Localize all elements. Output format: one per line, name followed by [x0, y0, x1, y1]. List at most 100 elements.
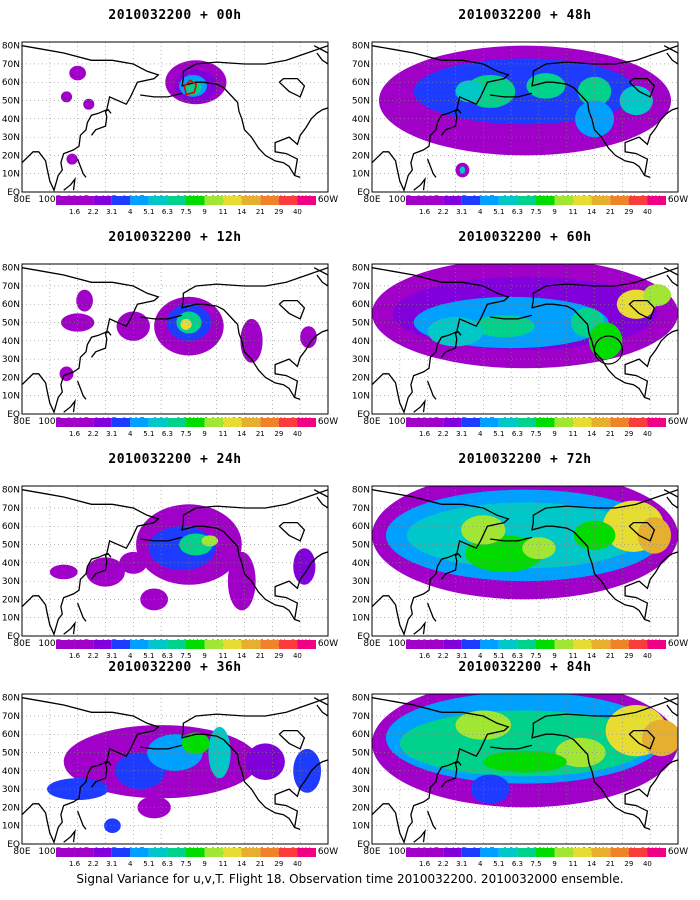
panel-title: 2010032200 + 60h: [458, 230, 592, 245]
variance-contour: [227, 551, 256, 611]
colorbar: 1.6 2.2 3.1 4 5.1 6.3 7.5 9 11 14 21 29 40: [406, 848, 666, 868]
latitude-label: 70N: [2, 712, 20, 722]
colorbar-swatch: [536, 418, 555, 427]
coastlines: [372, 267, 678, 414]
colorbar-swatch: [223, 848, 242, 857]
variance-contour: [470, 774, 510, 804]
latitude-label: 80N: [352, 486, 370, 496]
colorbar-swatch: [461, 848, 481, 857]
colorbar-swatch: [186, 418, 205, 427]
colorbar-swatch: [628, 640, 648, 649]
colorbar-swatch: [443, 848, 462, 857]
colorbar-swatch: [406, 196, 425, 205]
variance-field: [372, 264, 678, 369]
colorbar-swatch: [148, 196, 168, 205]
coastline: [22, 267, 160, 414]
colorbar-swatch: [297, 418, 316, 427]
colorbar-swatch: [647, 196, 666, 205]
colorbar-swatch: [204, 640, 224, 649]
coastline: [278, 299, 306, 320]
colorbar-swatch: [443, 418, 462, 427]
colorbar-label: 9: [202, 652, 206, 660]
map-panel-72h: 2010032200 + 72h 80N 70N 60N 50N 40N 30N 20N 10…: [350, 444, 700, 666]
coastline: [90, 760, 112, 788]
colorbar-label: 1.6: [69, 860, 81, 868]
colorbar-label: 4: [128, 208, 133, 216]
variance-contour: [459, 166, 466, 174]
longitude-label: 60W: [318, 847, 338, 857]
colorbar-label: 5.1: [143, 652, 154, 660]
longitude-label: 80E: [363, 195, 380, 205]
colorbar-swatch: [278, 848, 298, 857]
colorbar-label: 1.6: [419, 860, 431, 868]
colorbar-swatch: [647, 848, 666, 857]
coastline: [278, 521, 306, 542]
colorbar-swatch: [554, 418, 574, 427]
colorbar-label: 4: [128, 430, 133, 438]
colorbar-label: 11: [219, 860, 228, 868]
latitude-label: 80N: [352, 42, 370, 52]
coastline: [531, 45, 678, 179]
latitude-label: 40N: [352, 559, 370, 569]
colorbar-swatch: [74, 418, 94, 427]
variance-contour: [293, 748, 322, 793]
colorbar-label: 6.3: [512, 208, 523, 216]
colorbar-label: 40: [293, 430, 302, 438]
coastline: [90, 330, 112, 358]
coastline: [76, 810, 87, 830]
latitude-label: 30N: [2, 355, 20, 365]
variance-contour: [522, 537, 556, 560]
colorbar-label: 11: [569, 430, 578, 438]
colorbar-label: 29: [274, 208, 283, 216]
latitude-label: 10N: [352, 170, 370, 180]
latitude-label: 50N: [2, 319, 20, 329]
panel-title: 2010032200 + 36h: [108, 660, 242, 675]
map-frame: [371, 263, 679, 415]
coastline: [372, 489, 510, 636]
coastline: [181, 267, 328, 401]
latitude-label: 20N: [352, 595, 370, 605]
variance-contour: [49, 564, 78, 580]
colorbar-swatch: [260, 640, 279, 649]
colorbar-swatch: [461, 640, 481, 649]
latitude-label: 80N: [2, 264, 20, 274]
colorbar-label: 29: [624, 208, 633, 216]
colorbar-label: 7.5: [180, 652, 191, 660]
latitude-label: 50N: [2, 541, 20, 551]
latitude-label: 50N: [352, 319, 370, 329]
longitude-label: 80E: [363, 639, 380, 649]
panel-title: 2010032200 + 24h: [108, 452, 242, 467]
colorbar-label: 2.2: [438, 208, 449, 216]
colorbar-label: 21: [256, 860, 265, 868]
map-plot: 80N70N60N50N40N30N20N10NEQ80E100E120E140…: [2, 41, 338, 216]
colorbar-swatch: [480, 418, 499, 427]
latitude-label: 40N: [2, 767, 20, 777]
latitude-label: 60N: [352, 300, 370, 310]
colorbar-label: 1.6: [69, 652, 81, 660]
colorbar-swatch: [517, 196, 536, 205]
latitude-label: 50N: [2, 749, 20, 759]
colorbar-label: 1.6: [419, 430, 431, 438]
colorbar-label: 11: [569, 652, 578, 660]
colorbar-label: 4: [128, 652, 133, 660]
latitude-label: 10N: [352, 392, 370, 402]
longitude-label: 100E: [38, 847, 61, 857]
variance-contour: [573, 520, 616, 551]
colorbar-label: 4: [128, 860, 133, 868]
colorbar: 1.6 2.2 3.1 4 5.1 6.3 7.5 9 11 14 21 29 40: [56, 640, 316, 660]
latitude-label: 40N: [2, 337, 20, 347]
variance-contour: [641, 719, 678, 757]
latitude-label: 30N: [352, 133, 370, 143]
coastline: [490, 744, 533, 750]
colorbar-label: 29: [274, 860, 283, 868]
colorbar-swatch: [610, 418, 629, 427]
latitude-label: 20N: [2, 151, 20, 161]
colorbar-swatch: [424, 196, 444, 205]
colorbar-label: 3.1: [106, 652, 117, 660]
longitude-label: 60W: [318, 417, 338, 427]
latitude-label: 10N: [2, 170, 20, 180]
colorbar-swatch: [480, 848, 499, 857]
colorbar-swatch: [241, 848, 261, 857]
latitude-label: 10N: [2, 392, 20, 402]
colorbar-swatch: [424, 418, 444, 427]
